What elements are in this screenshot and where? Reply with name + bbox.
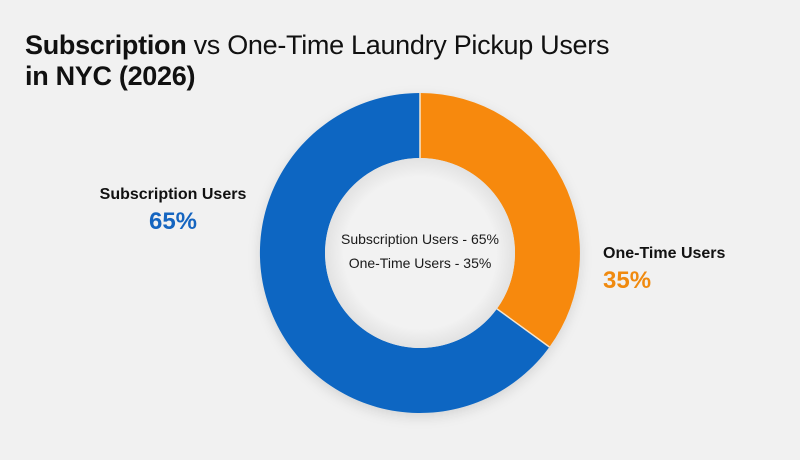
donut-slice-subscription [259,92,550,413]
donut-hole [325,158,515,348]
title-line2: in NYC (2026) [25,61,196,91]
title-bold: Subscription [25,30,187,60]
label-subscription: Subscription Users 65% [98,186,248,236]
center-summary: Subscription Users - 65% One-Time Users … [320,227,520,275]
donut-slice-one-time [420,93,580,347]
label-subscription-pct: 65% [148,208,198,235]
label-one-time-pct: 35% [603,267,652,294]
label-one-time-name: One-Time Users [603,245,726,262]
label-one-time: One-Time Users 35% [603,245,725,295]
label-subscription-name: Subscription Users [99,186,247,203]
center-line-one-time: One-Time Users - 35% [348,255,492,271]
slice-divider-bottom [496,308,550,348]
center-line-subscription: Subscription Users - 65% [341,231,499,247]
title-rest: vs One-Time Laundry Pickup Users [186,30,610,60]
chart-title: Subscription vs One-Time Laundry Pickup … [25,30,609,92]
